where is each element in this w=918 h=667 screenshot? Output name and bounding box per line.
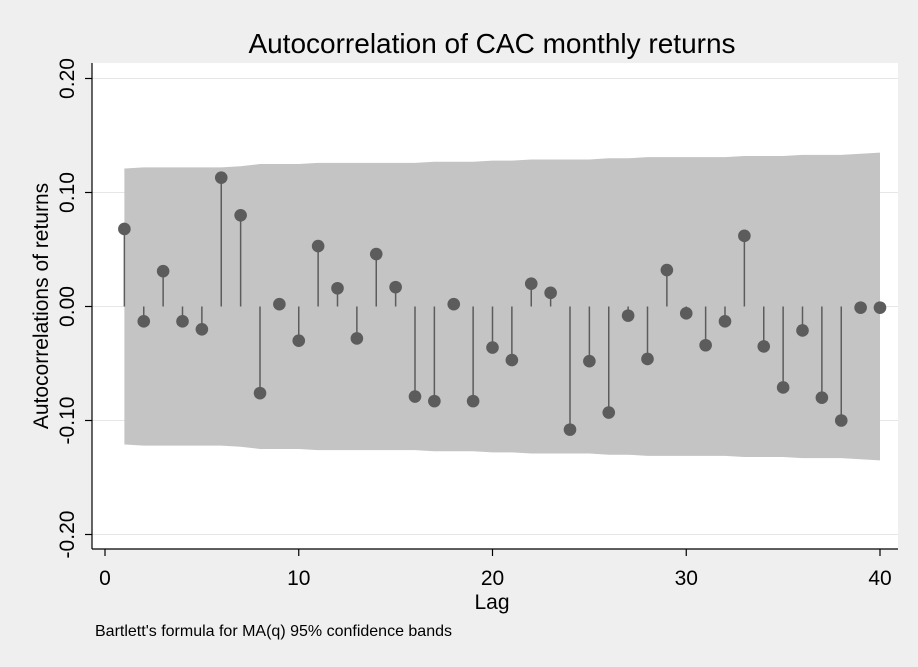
point-lag-15 <box>389 280 402 294</box>
x-tick-label-3: 30 <box>675 567 698 590</box>
point-lag-10 <box>292 334 306 348</box>
point-lag-14 <box>369 247 383 261</box>
point-lag-36 <box>796 324 809 337</box>
point-lag-21 <box>505 353 519 367</box>
point-lag-38 <box>834 414 848 427</box>
confidence-band <box>124 152 880 461</box>
y-axis-ticks: -0.20 -0.10 0.00 0.10 0.20 <box>56 58 92 558</box>
chart-note: Bartlett's formula for MA(q) 95% confide… <box>95 623 452 640</box>
point-lag-11 <box>311 239 325 253</box>
x-tick-label-1: 10 <box>287 567 310 590</box>
point-lag-29 <box>660 263 674 277</box>
y-tick-label-0: -0.20 <box>56 511 79 559</box>
point-lag-25 <box>583 354 596 368</box>
x-tick-label-2: 20 <box>481 567 504 590</box>
point-lag-39 <box>854 301 867 314</box>
point-lag-28 <box>641 352 654 366</box>
point-lag-3 <box>156 264 170 278</box>
y-tick-label-3: 0.10 <box>56 172 79 213</box>
point-lag-30 <box>679 307 693 320</box>
point-lag-2 <box>137 315 151 328</box>
y-tick-label-1: -0.10 <box>56 397 79 445</box>
point-lag-35 <box>776 381 790 394</box>
point-lag-18 <box>447 297 461 311</box>
point-lag-32 <box>718 315 732 328</box>
x-tick-label-0: 0 <box>99 567 111 590</box>
point-lag-26 <box>602 406 616 419</box>
point-lag-16 <box>408 390 422 403</box>
point-lag-9 <box>273 297 286 311</box>
x-axis-label: Lag <box>474 591 509 614</box>
chart-title: Autocorrelation of CAC monthly returns <box>248 28 735 59</box>
point-lag-17 <box>428 394 441 408</box>
point-lag-27 <box>621 309 635 322</box>
point-lag-6 <box>214 171 228 184</box>
point-lag-19 <box>466 394 480 408</box>
x-axis-ticks: 0 10 20 30 40 <box>99 549 892 590</box>
x-tick-label-4: 40 <box>868 567 891 590</box>
point-lag-24 <box>563 423 577 436</box>
point-lag-34 <box>757 340 771 353</box>
point-lag-37 <box>815 391 829 405</box>
y-tick-label-2: 0.00 <box>56 286 79 327</box>
point-lag-22 <box>524 277 538 291</box>
autocorrelation-points <box>118 171 887 436</box>
y-tick-label-4: 0.20 <box>56 58 79 99</box>
point-lag-4 <box>176 315 189 328</box>
point-lag-31 <box>699 338 712 352</box>
point-lag-40 <box>873 301 887 314</box>
point-lag-7 <box>234 209 247 222</box>
point-lag-1 <box>118 222 131 236</box>
point-lag-23 <box>544 286 557 300</box>
y-axis-label: Autocorrelations of returns <box>30 183 53 429</box>
point-lag-8 <box>253 386 267 400</box>
point-lag-12 <box>331 281 344 295</box>
point-lag-33 <box>738 229 751 243</box>
point-lag-5 <box>195 323 209 336</box>
point-lag-20 <box>486 341 499 354</box>
point-lag-13 <box>350 332 364 345</box>
